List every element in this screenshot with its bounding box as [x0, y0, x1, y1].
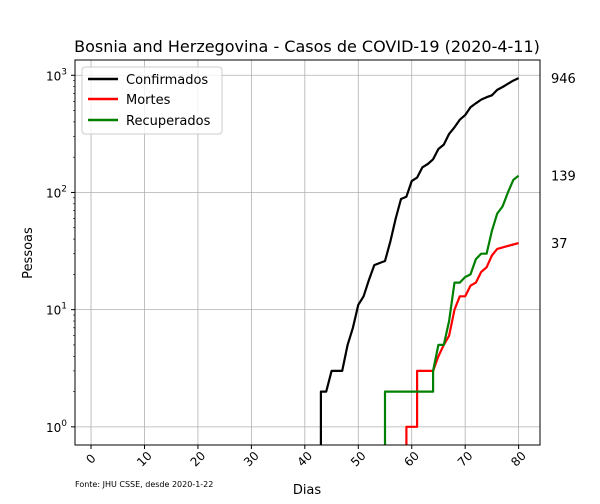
x-tick-label: 30 [241, 449, 262, 470]
y-axis-ticks: 100 101 102 103 [46, 67, 75, 435]
end-label-recuperados: 139 [551, 170, 576, 185]
series-line-mortes [405, 242, 519, 445]
legend-item-confirmados: Confirmados [88, 73, 208, 88]
y-tick-label: 101 [46, 302, 67, 318]
x-tick-label: 50 [348, 449, 369, 470]
plot-series [319, 77, 520, 445]
legend-label-mortes: Mortes [126, 93, 171, 108]
x-tick-label: 20 [188, 449, 209, 470]
y-tick-label: 102 [46, 184, 67, 200]
series-line-recuperados [383, 174, 520, 445]
x-axis-label: Dias [293, 483, 322, 498]
series-line-confirmados [319, 77, 520, 445]
end-value-labels: 946 37 139 [551, 72, 576, 252]
x-tick-label: 80 [508, 449, 529, 470]
x-tick-label: 40 [294, 449, 315, 470]
y-tick-label: 103 [46, 67, 67, 83]
legend-item-recuperados: Recuperados [88, 114, 211, 129]
y-axis-label: Pessoas [21, 227, 36, 279]
y-tick-label: 100 [46, 419, 67, 435]
legend-label-recuperados: Recuperados [126, 114, 211, 129]
legend-label-confirmados: Confirmados [126, 73, 208, 88]
chart-title: Bosnia and Herzegovina - Casos de COVID-… [74, 37, 540, 56]
x-tick-label: 70 [455, 449, 476, 470]
x-tick-label: 10 [134, 449, 155, 470]
plot-frame [74, 59, 541, 446]
end-label-mortes: 37 [551, 237, 568, 252]
legend-item-mortes: Mortes [88, 93, 171, 108]
end-label-confirmados: 946 [551, 72, 576, 87]
x-tick-label: 0 [83, 451, 98, 466]
legend-box [81, 66, 223, 135]
source-note: Fonte: JHU CSSE, desde 2020-1-22 [75, 480, 213, 489]
x-tick-label: 60 [401, 449, 422, 470]
x-axis-ticks: 0 10 20 30 40 50 60 70 80 [83, 445, 529, 469]
legend: Confirmados Mortes Recuperados [81, 66, 223, 135]
